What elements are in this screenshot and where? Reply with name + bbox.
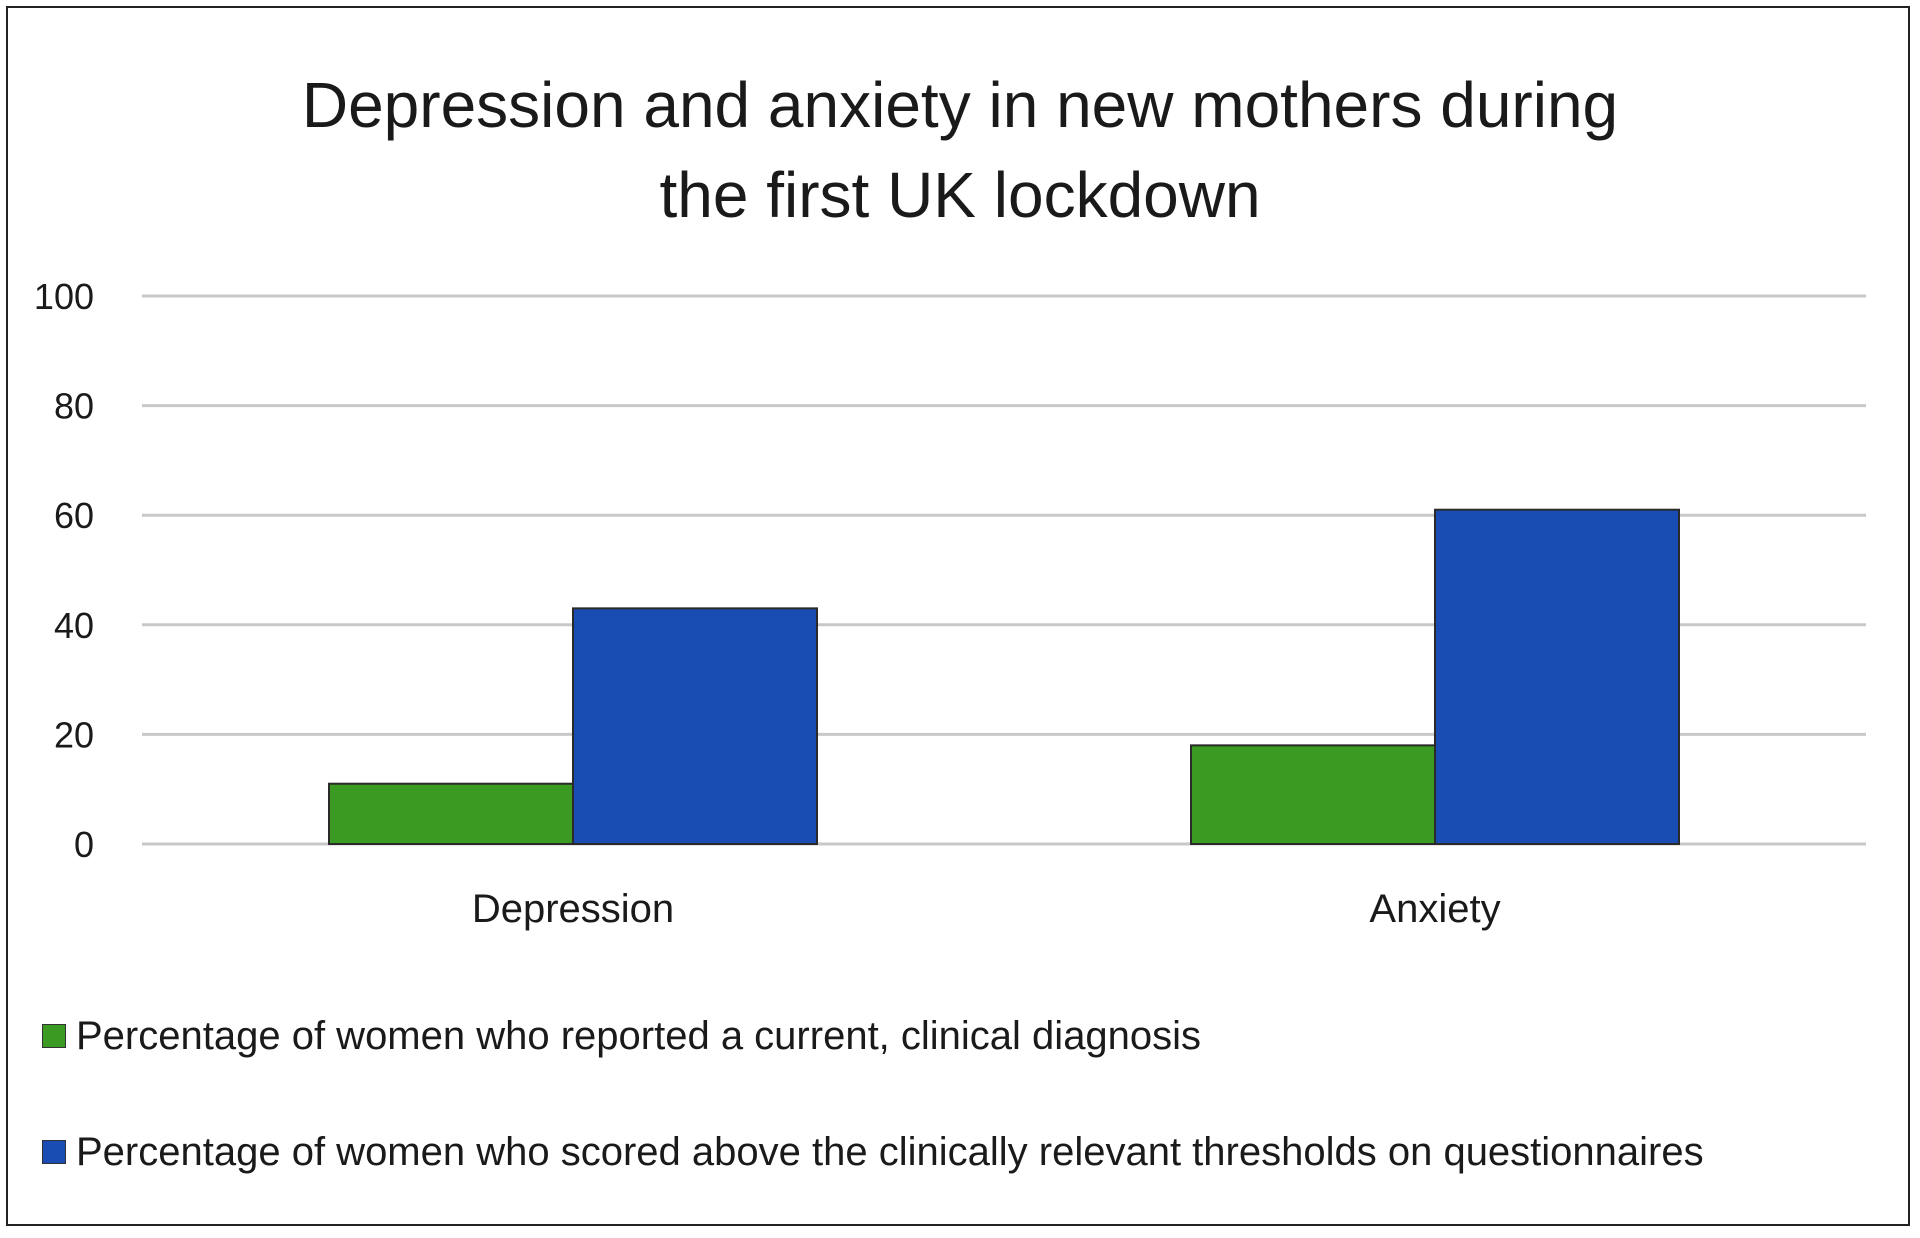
legend: Percentage of women who reported a curre… — [42, 1006, 1704, 1238]
x-category-label: Depression — [472, 887, 674, 931]
legend-label: Percentage of women who scored above the… — [76, 1129, 1704, 1174]
y-tick-label: 100 — [34, 276, 94, 317]
x-axis-categories: Depression Anxiety — [472, 887, 1501, 931]
y-tick-label: 80 — [54, 386, 94, 427]
chart-title-line-2: the first UK lockdown — [659, 159, 1261, 231]
legend-item-questionnaire-threshold[interactable]: Percentage of women who scored above the… — [42, 1122, 1704, 1182]
chart-title: Depression and anxiety in new mothers du… — [8, 60, 1912, 240]
y-tick-label: 20 — [54, 714, 94, 755]
y-tick-label: 0 — [74, 824, 94, 865]
x-category-label: Anxiety — [1369, 887, 1500, 931]
bar-anxiety-series-1[interactable] — [1434, 508, 1680, 845]
bar-anxiety-series-0[interactable] — [1190, 744, 1436, 845]
chart-frame: Depression and anxiety in new mothers du… — [6, 6, 1910, 1226]
bar-depression-series-1[interactable] — [572, 607, 818, 845]
bars — [328, 508, 1680, 845]
chart-title-line-1: Depression and anxiety in new mothers du… — [301, 69, 1619, 141]
legend-swatch-green — [42, 1024, 66, 1048]
y-axis-ticks: 0 20 40 60 80 100 — [34, 276, 94, 865]
legend-swatch-blue — [42, 1140, 66, 1164]
legend-item-clinical-diagnosis[interactable]: Percentage of women who reported a curre… — [42, 1006, 1704, 1066]
y-tick-label: 60 — [54, 495, 94, 536]
y-tick-label: 40 — [54, 605, 94, 646]
legend-label: Percentage of women who reported a curre… — [76, 1013, 1202, 1058]
bar-chart-plot: 0 20 40 60 80 100 Depression Anxiety — [34, 276, 1866, 931]
bar-depression-series-0[interactable] — [328, 782, 574, 845]
